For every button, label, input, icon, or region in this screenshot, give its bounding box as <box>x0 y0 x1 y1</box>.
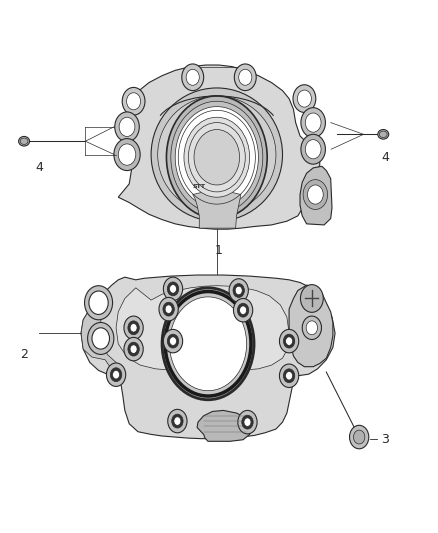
Polygon shape <box>300 166 332 225</box>
Circle shape <box>175 107 258 208</box>
Circle shape <box>279 329 299 353</box>
Circle shape <box>233 284 244 297</box>
Circle shape <box>110 368 122 382</box>
Circle shape <box>240 306 247 314</box>
Circle shape <box>159 297 178 321</box>
Circle shape <box>350 425 369 449</box>
Circle shape <box>163 277 183 301</box>
Circle shape <box>170 285 177 293</box>
Circle shape <box>162 288 254 400</box>
Circle shape <box>235 286 242 295</box>
Circle shape <box>244 418 251 426</box>
Circle shape <box>130 324 137 332</box>
Circle shape <box>286 337 293 345</box>
Circle shape <box>171 101 263 213</box>
Circle shape <box>114 139 140 171</box>
Circle shape <box>128 321 139 335</box>
Text: 4: 4 <box>35 161 43 174</box>
Text: 1: 1 <box>215 244 223 257</box>
Circle shape <box>168 409 187 433</box>
Circle shape <box>233 298 253 322</box>
Polygon shape <box>116 286 289 371</box>
Circle shape <box>128 342 139 356</box>
Polygon shape <box>81 275 335 439</box>
Circle shape <box>124 337 143 361</box>
Polygon shape <box>289 285 333 367</box>
Circle shape <box>167 334 179 348</box>
Polygon shape <box>193 191 241 228</box>
Circle shape <box>353 430 365 444</box>
Circle shape <box>242 415 253 429</box>
Circle shape <box>115 112 139 142</box>
Circle shape <box>286 372 293 380</box>
Circle shape <box>229 279 248 302</box>
Circle shape <box>165 305 172 313</box>
Circle shape <box>293 85 316 112</box>
Circle shape <box>127 93 141 110</box>
Circle shape <box>237 303 249 317</box>
Circle shape <box>234 64 256 91</box>
Circle shape <box>88 322 114 354</box>
Circle shape <box>279 364 299 387</box>
Circle shape <box>194 130 240 185</box>
Circle shape <box>283 369 295 383</box>
Circle shape <box>238 410 257 434</box>
Circle shape <box>167 282 179 296</box>
Circle shape <box>163 329 183 353</box>
Text: 3: 3 <box>381 433 389 446</box>
Circle shape <box>239 69 252 85</box>
Circle shape <box>283 334 295 348</box>
Ellipse shape <box>20 138 28 144</box>
Ellipse shape <box>151 88 283 221</box>
Circle shape <box>172 414 183 428</box>
Circle shape <box>300 285 323 312</box>
Circle shape <box>306 321 318 335</box>
Circle shape <box>305 140 321 159</box>
Polygon shape <box>118 65 320 229</box>
Circle shape <box>297 90 311 107</box>
Circle shape <box>122 87 145 115</box>
Circle shape <box>170 337 177 345</box>
Circle shape <box>184 117 250 197</box>
Ellipse shape <box>379 131 387 138</box>
Circle shape <box>118 144 136 165</box>
Text: STT: STT <box>193 184 206 189</box>
Circle shape <box>124 316 143 340</box>
Circle shape <box>302 316 321 340</box>
Circle shape <box>307 185 323 204</box>
Circle shape <box>113 370 120 379</box>
Circle shape <box>130 345 137 353</box>
Circle shape <box>165 292 251 396</box>
Circle shape <box>301 134 325 164</box>
Ellipse shape <box>378 130 389 139</box>
Circle shape <box>174 417 181 425</box>
Text: 4: 4 <box>381 151 389 164</box>
Circle shape <box>163 302 174 316</box>
Circle shape <box>305 113 321 132</box>
Circle shape <box>170 297 247 391</box>
Circle shape <box>119 117 135 136</box>
Circle shape <box>92 328 110 349</box>
Circle shape <box>85 286 113 320</box>
Circle shape <box>301 108 325 138</box>
Polygon shape <box>197 410 252 441</box>
Circle shape <box>89 291 108 314</box>
Ellipse shape <box>158 96 276 213</box>
Circle shape <box>106 363 126 386</box>
Circle shape <box>303 180 328 209</box>
Ellipse shape <box>18 136 30 146</box>
Text: 2: 2 <box>20 348 28 361</box>
Circle shape <box>186 69 199 85</box>
Circle shape <box>182 64 204 91</box>
Circle shape <box>166 96 267 219</box>
Polygon shape <box>81 298 120 381</box>
